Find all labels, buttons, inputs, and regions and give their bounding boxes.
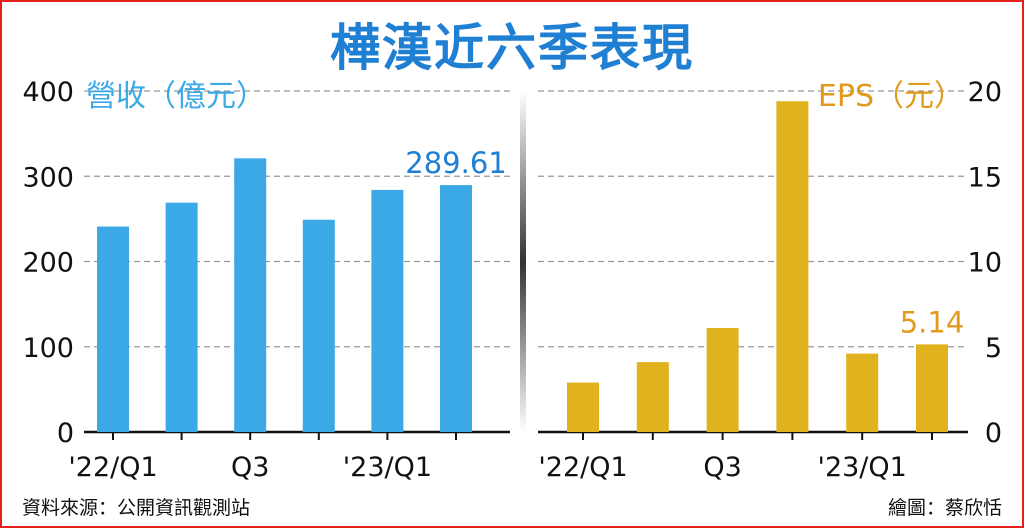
eps-bar [636,362,669,432]
revenue-ytick-label: 0 [57,418,74,449]
eps-chart-title: EPS（元） [818,79,964,114]
revenue-bar [440,185,472,432]
eps-xtick-label: '23/Q1 [818,452,907,483]
eps-ytick-label: 15 [968,162,1002,193]
credit-note: 繪圖：蔡欣恬 [887,497,1002,519]
page-title: 樺漢近六季表現 [330,19,694,77]
revenue-xtick-label: Q3 [231,452,269,483]
eps-ytick-label: 10 [968,248,1002,279]
revenue-data-label: 289.61 [405,146,506,180]
revenue-ytick-label: 400 [22,77,74,108]
eps-bar [706,327,739,432]
revenue-bar [97,226,129,432]
revenue-chart-title: 營收（億元） [86,79,266,114]
revenue-bar [371,189,404,432]
eps-bar [567,382,599,432]
revenue-xtick-label: '23/Q1 [343,452,432,483]
revenue-ytick-label: 300 [22,162,74,193]
source-note: 資料來源：公開資訊觀測站 [22,497,251,519]
eps-bar [916,344,948,432]
revenue-bar [165,202,198,432]
revenue-bar [302,219,335,432]
eps-xtick-label: '22/Q1 [538,452,627,483]
revenue-xtick-label: '22/Q1 [68,452,157,483]
panel-divider [520,92,526,432]
eps-ytick-label: 5 [985,333,1002,364]
eps-data-label: 5.14 [900,305,965,339]
eps-bar [846,353,879,432]
eps-bar [776,101,809,432]
eps-ytick-label: 0 [985,418,1002,449]
eps-ytick-label: 20 [968,77,1002,108]
revenue-bar [234,158,267,432]
revenue-ytick-label: 200 [22,248,74,279]
eps-xtick-label: Q3 [703,452,741,483]
revenue-ytick-label: 100 [22,333,74,364]
